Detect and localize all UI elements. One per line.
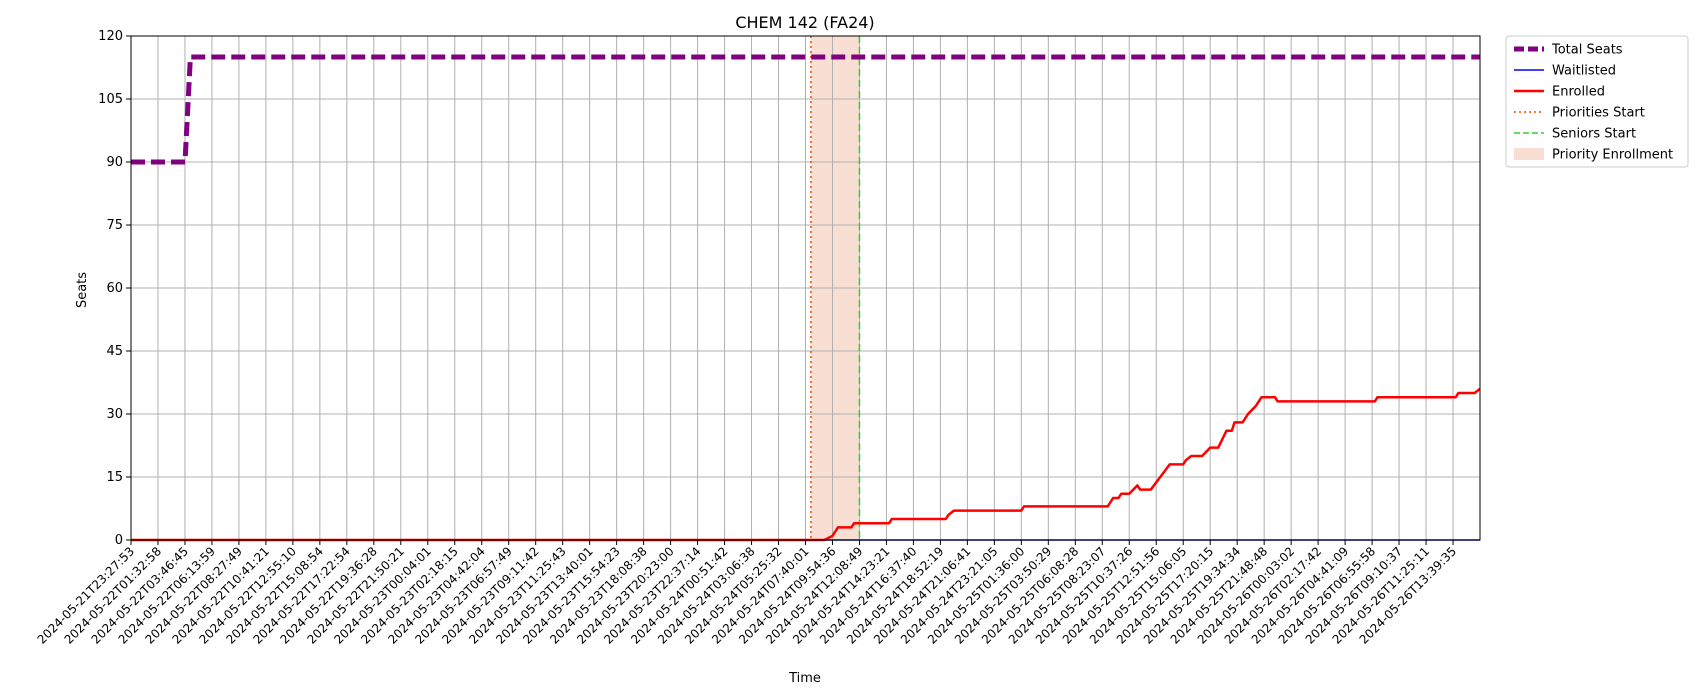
y-tick-label: 45 [106,344,123,359]
legend-label-enrolled: Enrolled [1552,85,1605,100]
total-seats-line [131,54,1480,165]
legend-swatch-priority-enrollment [1514,148,1544,160]
enrolled-line [131,387,1481,542]
chart-title: CHEM 142 (FA24) [735,13,874,32]
y-tick-label: 0 [115,533,123,548]
y-tick-label: 120 [98,29,123,44]
legend-label-priority-enrollment: Priority Enrollment [1552,148,1673,163]
y-axis-label: Seats [75,272,90,308]
y-tick-label: 75 [106,218,123,233]
y-tick-label: 30 [106,407,123,422]
legend-box [1505,35,1689,168]
y-tick-label: 90 [106,155,123,170]
legend-label-total-seats: Total Seats [1551,43,1623,58]
y-tick-label: 15 [106,470,123,485]
legend-label-waitlisted: Waitlisted [1552,64,1616,79]
x-axis-label: Time [788,671,821,686]
y-tick-label: 105 [98,92,123,107]
legend-label-seniors-start: Seniors Start [1552,127,1636,142]
y-tick-label: 60 [106,281,123,296]
legend-label-priorities-start: Priorities Start [1552,106,1645,121]
